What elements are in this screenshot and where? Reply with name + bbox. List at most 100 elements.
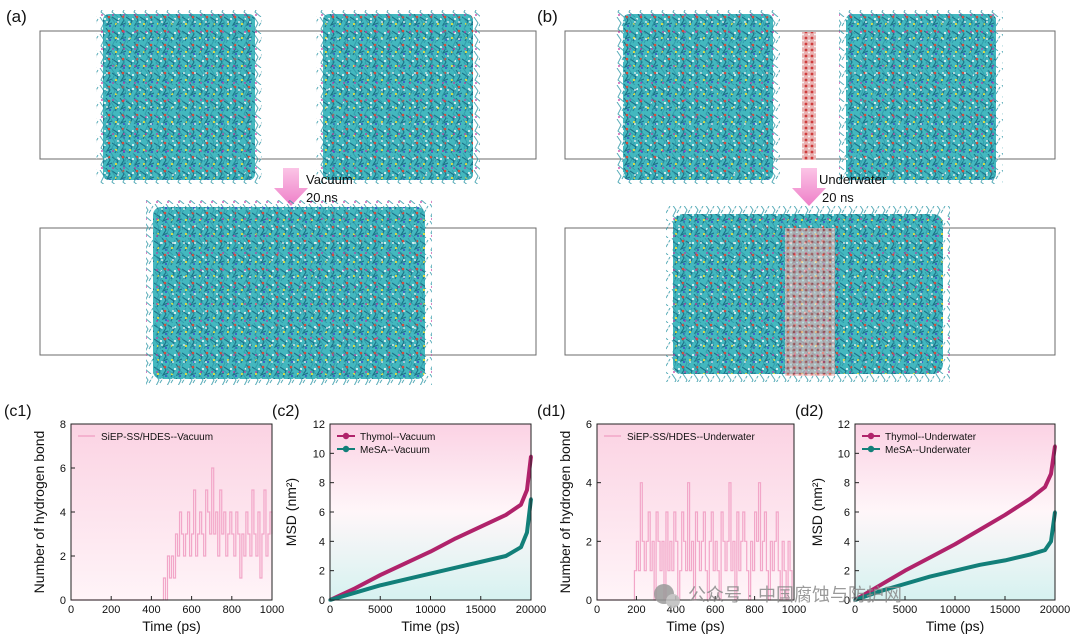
data-point (378, 583, 382, 587)
x-axis-label: Time (ps) (142, 618, 201, 634)
y-tick-label: 8 (844, 478, 850, 490)
legend-marker (867, 432, 875, 440)
y-tick-label: 2 (319, 566, 325, 578)
x-tick-label: 10000 (940, 604, 971, 616)
data-point (353, 591, 357, 595)
data-point (519, 503, 523, 507)
x-axis-label: Time (ps) (401, 618, 460, 634)
x-tick-label: 600 (706, 604, 724, 616)
data-point (403, 577, 407, 582)
data-point (1003, 558, 1007, 563)
data-point (1043, 548, 1047, 552)
data-point (504, 554, 508, 558)
data-point (519, 545, 523, 549)
y-tick-label: 4 (586, 478, 592, 490)
y-axis-label: Number of hydrogen bond (557, 431, 573, 594)
x-tick-label: 200 (627, 604, 645, 616)
panel-label: (d1) (537, 403, 565, 420)
data-point (454, 536, 458, 541)
data-point (378, 573, 382, 577)
data-point (353, 586, 357, 590)
molecular-slab-overlay (146, 200, 432, 385)
molecular-slab-overlay (316, 10, 480, 184)
data-point (1049, 539, 1053, 543)
watermark: 公众号 · 中国腐蚀与防护网 (654, 584, 902, 608)
molecular-slab-overlay (96, 10, 262, 184)
panel-label-b: (b) (537, 7, 558, 26)
data-point (428, 572, 433, 576)
chart-c1: (c1) 0 200 400 600 800 1000 0 2 4 6 8 Time (ps) Numbe… (4, 403, 284, 634)
legend-marker (867, 445, 875, 453)
y-tick-label: 10 (313, 448, 325, 460)
y-axis-label: Number of hydrogen bond (31, 431, 47, 594)
x-tick-label: 20000 (1040, 604, 1071, 616)
x-tick-label: 5000 (893, 604, 917, 616)
data-point (525, 488, 529, 492)
x-tick-label: 1000 (782, 604, 806, 616)
legend-label: SiEP-SS/HDES--Underwater (627, 432, 755, 443)
data-point (878, 589, 882, 593)
simulation-a-initial (39, 10, 537, 184)
molecular-slab-overlay (839, 10, 1003, 184)
water-region (785, 228, 835, 376)
data-point (454, 566, 458, 570)
y-tick-label: 12 (838, 419, 850, 431)
y-tick-label: 10 (838, 448, 850, 460)
legend-marker (342, 432, 350, 440)
x-tick-label: 0 (594, 604, 600, 616)
wechat-icon-bubble (666, 594, 680, 608)
series-line-0 (71, 467, 273, 601)
x-tick-label: 200 (102, 604, 120, 616)
x-tick-label: 20000 (516, 604, 547, 616)
y-tick-label: 4 (60, 507, 66, 519)
arrow-label-condition-a: Vacuum (306, 172, 353, 187)
x-tick-label: 400 (142, 604, 160, 616)
x-tick-label: 800 (745, 604, 763, 616)
simulation-a-final (39, 200, 537, 385)
y-tick-label: 6 (586, 419, 592, 431)
data-point (903, 569, 907, 573)
data-point (953, 569, 957, 573)
data-point (479, 525, 483, 529)
legend-label: Thymol--Underwater (885, 432, 977, 443)
x-tick-label: 0 (68, 604, 74, 616)
y-tick-label: 0 (319, 595, 325, 607)
y-tick-label: 0 (844, 595, 850, 607)
x-axis-label: Time (ps) (666, 618, 725, 634)
chart-c2: (c2) 0 5000 10000 15000 20000 0 2 4 6 8 10 12 Time (p… (272, 403, 546, 634)
legend-marker (342, 445, 350, 453)
y-tick-label: 8 (60, 419, 66, 431)
x-axis-label: Time (ps) (926, 618, 985, 634)
data-point (504, 513, 508, 517)
x-tick-label: 10000 (415, 604, 446, 616)
panel-label: (c1) (4, 403, 32, 420)
watermark-text: 公众号 · 中国腐蚀与防护网 (688, 585, 902, 605)
y-tick-label: 0 (60, 595, 66, 607)
series-line-0 (597, 482, 794, 601)
simulation-box (39, 30, 537, 160)
arrow-down-icon (792, 168, 826, 206)
legend-label: MeSA--Underwater (885, 445, 971, 456)
data-point (1043, 485, 1047, 489)
y-axis-label: MSD (nm²) (809, 478, 825, 546)
legend-label: Thymol--Vacuum (360, 432, 435, 443)
x-tick-label: 800 (223, 604, 241, 616)
x-tick-label: 0 (852, 604, 858, 616)
data-point (403, 561, 407, 565)
y-tick-label: 12 (313, 419, 325, 431)
x-tick-label: 15000 (990, 604, 1021, 616)
arrow-label-time-b: 20 ns (822, 190, 854, 205)
panel-label-a: (a) (6, 7, 27, 26)
data-point (928, 555, 932, 560)
y-tick-label: 0 (586, 595, 592, 607)
x-tick-label: 5000 (368, 604, 392, 616)
data-point (928, 574, 932, 579)
axes-frame (596, 423, 795, 601)
arrow-down-icon (274, 168, 308, 206)
data-point (525, 530, 529, 535)
y-tick-label: 2 (844, 566, 850, 578)
y-tick-label: 2 (60, 551, 66, 563)
data-point (978, 563, 982, 567)
